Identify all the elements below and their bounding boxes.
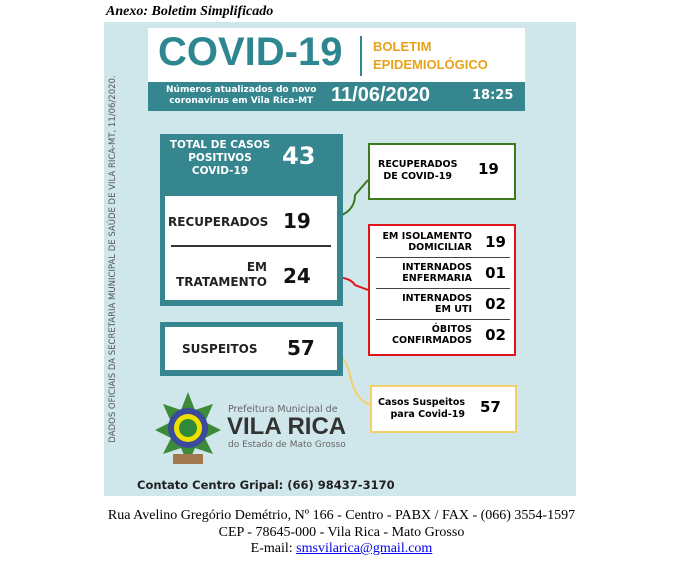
- label-line: DOMICILIAR: [408, 242, 472, 253]
- label-line: INTERNADOS: [402, 262, 472, 273]
- total-value: 43: [282, 142, 316, 170]
- suspects-inner: SUSPEITOS 57: [165, 327, 337, 370]
- suspects-label: SUSPEITOS: [182, 342, 258, 356]
- treatment-row: INTERNADOS ENFERMARIA 01: [376, 259, 510, 289]
- suspects-detail-value: 57: [480, 398, 501, 416]
- logo-line-1: Prefeitura Municipal de: [228, 404, 338, 415]
- label-line: TOTAL DE CASOS: [169, 139, 271, 151]
- recovered-value: 19: [283, 209, 311, 233]
- label-line: Casos Suspeitos: [378, 397, 466, 408]
- row-value: 01: [485, 264, 506, 282]
- date: 11/06/2020: [331, 84, 430, 106]
- time: 18:25: [472, 88, 514, 103]
- footer-cep: CEP - 78645-000 - Vila Rica - Mato Gross…: [218, 525, 465, 540]
- email-link[interactable]: smsvilarica@gmail.com: [296, 541, 433, 556]
- total-cases-box: TOTAL DE CASOS POSITIVOS COVID-19 43 RECUP…: [160, 134, 343, 306]
- suspects-box: SUSPEITOS 57: [160, 322, 343, 376]
- label-line: EM ISOLAMENTO: [382, 231, 472, 242]
- treatment-label: EM TRATAMENTO: [171, 260, 267, 290]
- contact: Contato Centro Gripal: (66) 98437-3170: [137, 478, 395, 492]
- label-line: RECUPERADOS: [378, 159, 458, 170]
- header-subtitle: BOLETIM EPIDEMIOLÓGICO: [373, 38, 488, 74]
- note-line: coronavirus em Vila Rica-MT: [169, 96, 314, 106]
- breakdown: RECUPERADOS 19 EM TRATAMENTO 24: [165, 196, 337, 300]
- label-line: ENFERMARIA: [402, 273, 472, 284]
- annex-title: Anexo: Boletim Simplificado: [106, 4, 274, 19]
- treatment-value: 24: [283, 264, 311, 288]
- treatment-row: EM ISOLAMENTO DOMICILIAR 19: [376, 228, 510, 258]
- label-line: CONFIRMADOS: [392, 335, 472, 346]
- total-label: TOTAL DE CASOS POSITIVOS COVID-19: [165, 139, 275, 178]
- footer-address: Rua Avelino Gregório Demétrio, Nº 166 - …: [107, 508, 576, 523]
- row-value: 19: [485, 233, 506, 251]
- update-note: Números atualizados do novo coronavirus e…: [166, 85, 316, 107]
- footer-email: E-mail: smsvilarica@gmail.com: [0, 541, 683, 557]
- suspects-detail-box: Casos Suspeitos para Covid-19 57: [370, 385, 517, 433]
- label-line: EM: [246, 260, 267, 274]
- note-line: Números atualizados do novo: [166, 85, 317, 95]
- row-label: ÓBITOS CONFIRMADOS: [392, 324, 472, 346]
- recovered-box-value: 19: [478, 160, 499, 178]
- label-line: INTERNADOS: [402, 293, 472, 304]
- header-title: COVID-19: [158, 30, 343, 74]
- divider: [171, 245, 331, 247]
- label-line: TRATAMENTO: [176, 275, 267, 289]
- label-line: COVID-19: [191, 165, 249, 177]
- subtitle-line: BOLETIM: [373, 39, 432, 54]
- header: COVID-19 BOLETIM EPIDEMIOLÓGICO: [148, 28, 525, 82]
- label-line: para Covid-19: [390, 409, 466, 420]
- date-bar: Números atualizados do novo coronavirus e…: [148, 82, 525, 111]
- subtitle-line: EPIDEMIOLÓGICO: [373, 57, 488, 72]
- header-divider: [360, 36, 362, 76]
- suspects-detail-label: Casos Suspeitos para Covid-19: [378, 397, 465, 421]
- recovered-label: RECUPERADOS: [168, 215, 269, 229]
- recovered-box-label: RECUPERADOS DE COVID-19: [378, 159, 457, 183]
- label-line: ÓBITOS: [431, 324, 472, 335]
- label-line: DE COVID-19: [383, 171, 452, 182]
- treatment-row: ÓBITOS CONFIRMADOS 02: [376, 321, 510, 351]
- row-label: EM ISOLAMENTO DOMICILIAR: [382, 231, 472, 253]
- recovered-box: RECUPERADOS DE COVID-19 19: [368, 143, 516, 200]
- logo-line-2: VILA RICA: [227, 413, 347, 440]
- email-label: E-mail:: [250, 541, 297, 556]
- row-value: 02: [485, 295, 506, 313]
- label-line: POSITIVOS: [188, 152, 252, 164]
- treatment-details-box: EM ISOLAMENTO DOMICILIAR 19 INTERNADOS ENFE…: [368, 224, 516, 356]
- label-line: EM UTI: [435, 304, 472, 315]
- row-label: INTERNADOS EM UTI: [402, 293, 472, 315]
- suspects-value: 57: [287, 336, 315, 360]
- row-label: INTERNADOS ENFERMARIA: [402, 262, 472, 284]
- treatment-row: INTERNADOS EM UTI 02: [376, 290, 510, 320]
- logo-line-3: do Estado de Mato Grosso: [228, 440, 346, 450]
- coat-of-arms-icon: [155, 392, 221, 464]
- row-value: 02: [485, 326, 506, 344]
